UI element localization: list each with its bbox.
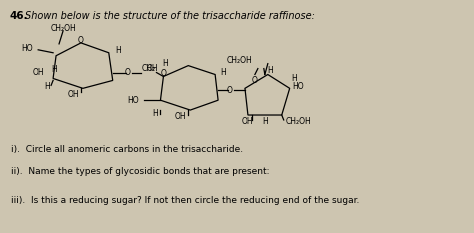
Text: HO: HO [292, 82, 304, 91]
Text: O: O [227, 86, 233, 95]
Text: CH₂OH: CH₂OH [227, 56, 253, 65]
Text: i).  Circle all anomeric carbons in the trisaccharide.: i). Circle all anomeric carbons in the t… [11, 145, 244, 154]
Text: Shown below is the structure of the trisaccharide raffinose:: Shown below is the structure of the tris… [25, 11, 315, 21]
Text: O: O [161, 69, 166, 78]
Text: OH: OH [67, 90, 79, 99]
Text: H: H [292, 74, 297, 83]
Text: OH: OH [32, 68, 44, 77]
Text: O: O [78, 36, 84, 45]
Text: HO: HO [22, 44, 33, 53]
Text: H: H [153, 109, 158, 117]
Text: iii).  Is this a reducing sugar? If not then circle the reducing end of the suga: iii). Is this a reducing sugar? If not t… [11, 196, 360, 205]
Text: OH: OH [174, 113, 186, 121]
Text: ii).  Name the types of glycosidic bonds that are present:: ii). Name the types of glycosidic bonds … [11, 167, 270, 176]
Text: CH₂OH: CH₂OH [286, 117, 311, 127]
Text: H: H [262, 117, 268, 127]
Text: H: H [51, 65, 57, 74]
Text: CH₂OH: CH₂OH [50, 24, 76, 33]
Text: CH₂: CH₂ [141, 64, 155, 73]
Text: OH: OH [146, 64, 158, 73]
Text: 46.: 46. [9, 11, 28, 21]
Text: H: H [267, 66, 273, 75]
Text: HO: HO [127, 96, 138, 105]
Text: O: O [125, 68, 130, 77]
Text: H: H [44, 82, 50, 91]
Text: OH: OH [242, 117, 254, 127]
Text: H: H [163, 59, 168, 68]
Text: H: H [220, 68, 226, 77]
Text: H: H [116, 46, 121, 55]
Text: O: O [252, 76, 258, 85]
